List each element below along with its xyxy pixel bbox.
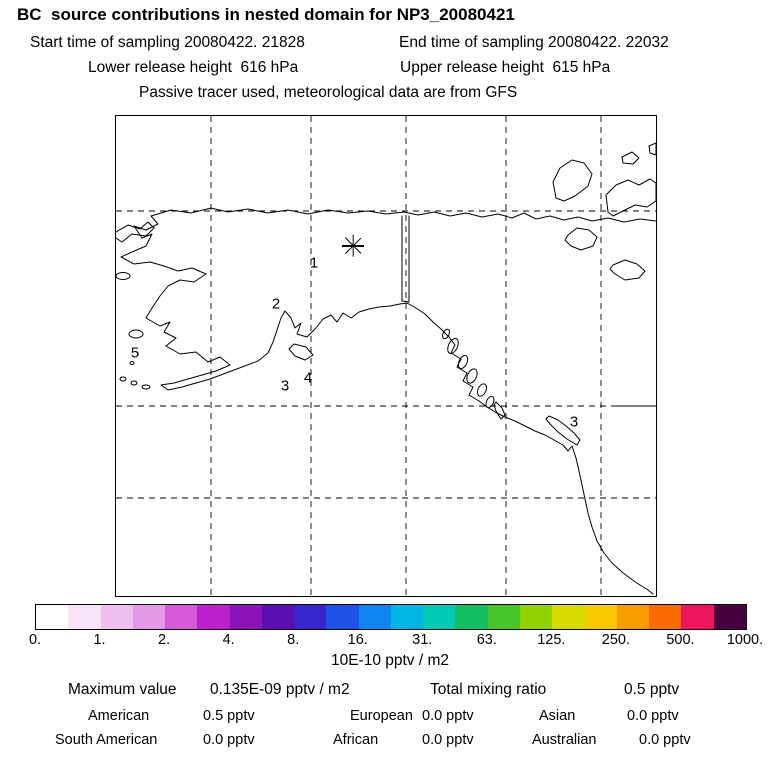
region-value: 0.0 pptv (422, 708, 474, 724)
victoria-island (605, 178, 656, 217)
colorbar-segment (455, 605, 488, 629)
colorbar-segment (713, 605, 746, 629)
arctic-coastline (150, 207, 656, 223)
colorbar-segment (294, 605, 327, 629)
colorbar-tick-label: 31. (412, 632, 433, 648)
colorbar-segment (519, 605, 553, 629)
region-value: 0.0 pptv (639, 732, 691, 748)
region-name: African (333, 732, 379, 748)
colorbar-segment (487, 605, 520, 629)
region-name: Australian (532, 732, 597, 748)
alaska-yukon-border (401, 215, 410, 303)
region-value: 0.0 pptv (203, 732, 255, 748)
colorbar-segment (68, 605, 101, 629)
colorbar-tick-labels: 0. 1. 2. 4. 8. 16. 31. 63. 125. 250. 500. 1000. (29, 632, 763, 650)
station-number-label: 3 (569, 413, 579, 431)
colorbar-unit-label: 10E-10 pptv / m2 (330, 652, 450, 669)
colorbar-tick-label: 8. (287, 632, 300, 648)
region-name: South American (55, 732, 158, 748)
colorbar-segment (229, 605, 262, 629)
colorbar (35, 604, 747, 630)
station-number-label: 2 (271, 295, 281, 313)
total-mixing-ratio-value: 0.5 pptv (624, 681, 680, 698)
station-number-label: 3 (280, 377, 290, 395)
vancouver-island (545, 415, 581, 446)
region-value: 0.0 pptv (422, 732, 474, 748)
region-value: 0.5 pptv (203, 708, 255, 724)
colorbar-segment (261, 605, 295, 629)
colorbar-tick-label: 500. (666, 632, 695, 648)
arctic-small-island (621, 151, 640, 165)
colorbar-segment (616, 605, 650, 629)
pacific-coastline (120, 215, 654, 595)
haida-gwaii-island (493, 401, 506, 420)
bering-sea-islands (116, 272, 151, 390)
upper-release-text: Upper release height 615 hPa (400, 59, 611, 76)
maximum-value: 0.135E-09 pptv / m2 (210, 681, 350, 698)
colorbar-tick-label: 63. (476, 632, 497, 648)
great-bear-lake (564, 227, 598, 251)
start-time-text: Start time of sampling 20080422. 21828 (30, 34, 305, 51)
colorbar-segment (584, 605, 617, 629)
figure-title: BC source contributions in nested domain… (17, 5, 515, 24)
station-number-label: 5 (130, 344, 140, 362)
region-name: Asian (539, 708, 576, 724)
colorbar-segment (326, 605, 359, 629)
colorbar-tick-label: 2. (158, 632, 171, 648)
maximum-value-label: Maximum value (68, 681, 177, 698)
colorbar-segment (649, 605, 682, 629)
colorbar-segment (681, 605, 714, 629)
colorbar-tick-label: 1. (93, 632, 106, 648)
colorbar-segment (165, 605, 198, 629)
colorbar-segment (197, 605, 230, 629)
great-slave-lake (609, 259, 646, 281)
map-coastlines-svg (116, 116, 656, 596)
colorbar-segment (390, 605, 424, 629)
region-value: 0.0 pptv (627, 708, 679, 724)
region-name: European (350, 708, 413, 724)
arctic-corner-island (648, 142, 656, 156)
gridlines (116, 116, 656, 596)
colorbar-tick-label: 1000. (726, 632, 764, 648)
kodiak-island (288, 343, 314, 361)
colorbar-tick-label: 4. (222, 632, 235, 648)
colorbar-segment (358, 605, 391, 629)
station-number-label: 4 (303, 369, 313, 387)
russia-coastline (116, 221, 155, 243)
station-number-label: 1 (309, 254, 319, 272)
colorbar-tick-label: 125. (537, 632, 566, 648)
colorbar-tick-label: 0. (28, 632, 42, 648)
panhandle-islands (442, 328, 495, 409)
total-mixing-ratio-label: Total mixing ratio (430, 681, 547, 698)
tracer-note-text: Passive tracer used, meteorological data… (139, 84, 518, 101)
banks-island (552, 159, 593, 202)
colorbar-segment (552, 605, 585, 629)
region-name: American (88, 708, 150, 724)
colorbar-segment (423, 605, 456, 629)
colorbar-tick-label: 250. (601, 632, 631, 648)
colorbar-tick-label: 16. (347, 632, 368, 648)
lower-release-text: Lower release height 616 hPa (88, 59, 299, 76)
coastlines (116, 142, 656, 595)
end-time-text: End time of sampling 20080422. 22032 (399, 34, 669, 51)
colorbar-segment (132, 605, 166, 629)
colorbar-segment (100, 605, 133, 629)
colorbar-segment (36, 605, 69, 629)
